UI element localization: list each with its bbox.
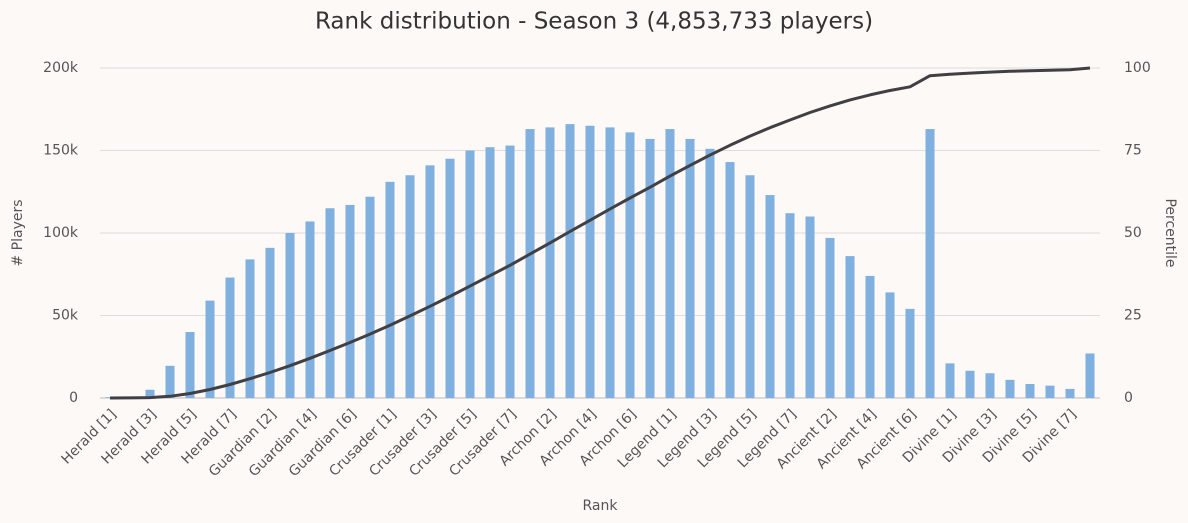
y-tick-label: 100k	[43, 225, 79, 241]
x-axis-title: Rank	[583, 498, 619, 514]
bar	[985, 373, 995, 398]
bar	[525, 129, 535, 399]
bar	[845, 256, 855, 398]
y2-tick-label: 50	[1124, 225, 1142, 241]
bar	[405, 175, 415, 398]
bar	[345, 204, 355, 398]
bar	[865, 275, 875, 398]
bar	[1045, 385, 1055, 398]
bar	[465, 150, 475, 398]
percentile-line	[109, 66, 1091, 400]
bar	[625, 132, 635, 398]
bar	[185, 332, 195, 398]
bar	[925, 129, 935, 399]
bar	[265, 247, 275, 398]
bar	[1005, 379, 1015, 398]
bar	[205, 300, 215, 398]
bar	[805, 216, 815, 398]
bar	[705, 148, 715, 398]
bar	[905, 308, 915, 398]
bar	[385, 181, 395, 398]
bar	[1025, 383, 1035, 398]
y-tick-label: 150k	[43, 143, 79, 159]
bar	[685, 138, 695, 398]
bar	[565, 124, 575, 398]
bar	[1065, 388, 1075, 398]
bar	[645, 138, 655, 398]
bar	[305, 221, 315, 398]
bar	[365, 196, 375, 398]
y2-tick-label: 100	[1124, 60, 1151, 76]
y-tick-label: 0	[69, 390, 78, 406]
bar	[825, 237, 835, 398]
bar	[665, 129, 675, 399]
bar	[885, 292, 895, 398]
y2-tick-label: 25	[1124, 308, 1142, 324]
y-axis-title: # Players	[10, 199, 26, 266]
y-tick-label: 200k	[43, 60, 79, 76]
bar	[965, 370, 975, 398]
bar	[445, 158, 455, 398]
y2-tick-label: 0	[1124, 390, 1133, 406]
bar	[785, 213, 795, 398]
bar	[765, 195, 775, 398]
y-tick-label: 50k	[52, 308, 79, 324]
bar	[945, 363, 955, 398]
bar	[725, 162, 735, 398]
bar	[1085, 353, 1095, 398]
bar	[505, 145, 515, 398]
bar	[745, 175, 755, 398]
bar	[225, 277, 235, 398]
bar	[145, 389, 155, 398]
bar	[605, 127, 615, 399]
bar	[425, 165, 435, 398]
bar	[545, 127, 555, 399]
y2-axis-title: Percentile	[1162, 198, 1178, 267]
bar	[165, 365, 175, 398]
bar	[285, 233, 295, 398]
chart-title: Rank distribution - Season 3 (4,853,733 …	[315, 9, 873, 35]
bar	[325, 208, 335, 398]
y2-tick-label: 75	[1124, 143, 1142, 159]
bar	[485, 147, 495, 398]
bar	[585, 125, 595, 398]
bar	[245, 259, 255, 398]
